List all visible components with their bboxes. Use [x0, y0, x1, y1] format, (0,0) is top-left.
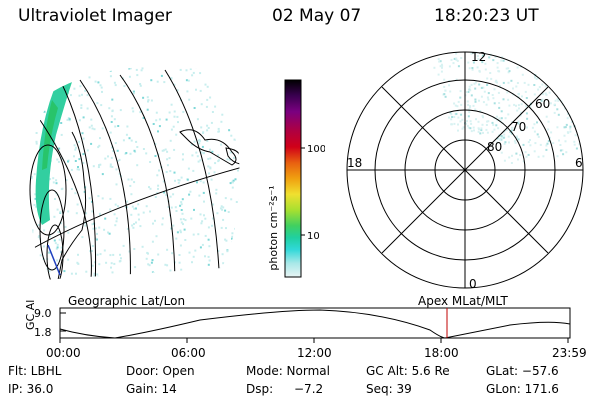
timeline-x-tick: 06:00 — [171, 346, 206, 360]
geo-label: Geographic Lat/Lon — [68, 294, 186, 308]
timeline-x-tick: 12:00 — [297, 346, 332, 360]
colorbar-tick-label: 10 — [307, 231, 320, 242]
time-label: 18:20:23 UT — [434, 6, 539, 26]
timeline-x-tick: 18:00 — [424, 346, 459, 360]
dsp-value: −7.2 — [294, 382, 324, 396]
timeline-y-tick: 1.8 — [34, 326, 52, 339]
polar-lat-70: 70 — [511, 120, 526, 134]
mode-info: Mode: Normal — [246, 364, 330, 378]
altitude-timeline: GC Alt 9.0 1.8 — [24, 300, 571, 343]
seq-info: Seq: 39 — [366, 382, 412, 396]
timeline-frame — [59, 307, 571, 339]
polar-label-18: 18 — [347, 156, 362, 170]
timeline-x-tick: 00:00 — [46, 346, 81, 360]
gain-info: Gain: 14 — [126, 382, 177, 396]
apex-label: Apex MLat/MLT — [418, 294, 508, 308]
altitude-curve — [59, 309, 571, 339]
colorbar-tick-label: 100 — [307, 144, 325, 155]
polar-lat-60: 60 — [535, 97, 550, 111]
polar-plot: 12 18 6 0 80 70 60 — [346, 50, 584, 291]
timeline-x-tick: 23:59 — [552, 346, 587, 360]
gc-alt-info: GC Alt: 5.6 Re — [366, 364, 450, 378]
polar-label-12: 12 — [471, 50, 486, 64]
geographic-image — [28, 66, 240, 280]
colorbar-gradient — [284, 79, 302, 278]
colorbar: 100 10 photon cm⁻²s⁻¹ — [267, 79, 325, 278]
instrument-title: Ultraviolet Imager — [18, 6, 172, 26]
polar-lat-80: 80 — [487, 140, 502, 154]
date-label: 02 May 07 — [272, 6, 362, 26]
timeline-axis-title: GC Alt — [24, 300, 37, 330]
door-info: Door: Open — [126, 364, 195, 378]
timeline-y-tick: 9.0 — [34, 307, 52, 320]
polar-label-6: 6 — [575, 156, 583, 170]
glat-info: GLat: −57.6 — [486, 364, 559, 378]
polar-label-0: 0 — [469, 277, 477, 291]
dsp-label: Dsp: — [246, 382, 274, 396]
ip-info: IP: 36.0 — [8, 382, 54, 396]
glon-info: GLon: 171.6 — [486, 382, 559, 396]
filter-info: Flt: LBHL — [8, 364, 62, 378]
colorbar-label: photon cm⁻²s⁻¹ — [267, 185, 280, 270]
